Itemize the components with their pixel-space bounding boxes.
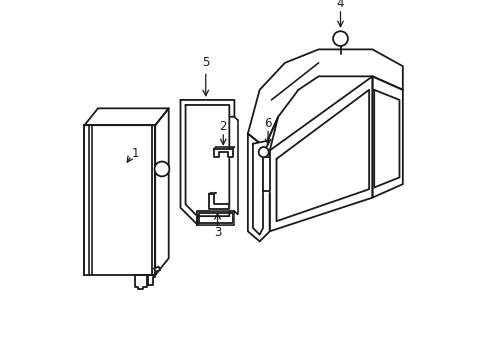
Polygon shape — [276, 90, 368, 221]
Circle shape — [332, 31, 347, 46]
Polygon shape — [155, 108, 168, 275]
Polygon shape — [214, 149, 232, 157]
Text: 4: 4 — [336, 0, 344, 10]
Polygon shape — [185, 105, 229, 216]
Text: 1: 1 — [131, 147, 139, 160]
Text: 6: 6 — [264, 117, 271, 130]
Polygon shape — [199, 213, 232, 223]
Polygon shape — [247, 117, 278, 242]
Polygon shape — [247, 49, 402, 147]
Polygon shape — [197, 211, 234, 225]
Polygon shape — [148, 275, 155, 285]
Polygon shape — [209, 194, 229, 210]
Polygon shape — [84, 125, 155, 275]
Polygon shape — [263, 157, 270, 191]
Polygon shape — [372, 76, 402, 198]
Text: 3: 3 — [213, 226, 221, 239]
Polygon shape — [252, 140, 269, 235]
Polygon shape — [373, 90, 399, 188]
Polygon shape — [154, 267, 160, 272]
Polygon shape — [180, 100, 234, 225]
Circle shape — [154, 162, 169, 176]
Polygon shape — [269, 76, 372, 231]
Text: 2: 2 — [219, 120, 226, 133]
Circle shape — [258, 147, 268, 157]
Polygon shape — [84, 108, 168, 125]
Text: 5: 5 — [202, 57, 209, 69]
Polygon shape — [135, 275, 146, 289]
